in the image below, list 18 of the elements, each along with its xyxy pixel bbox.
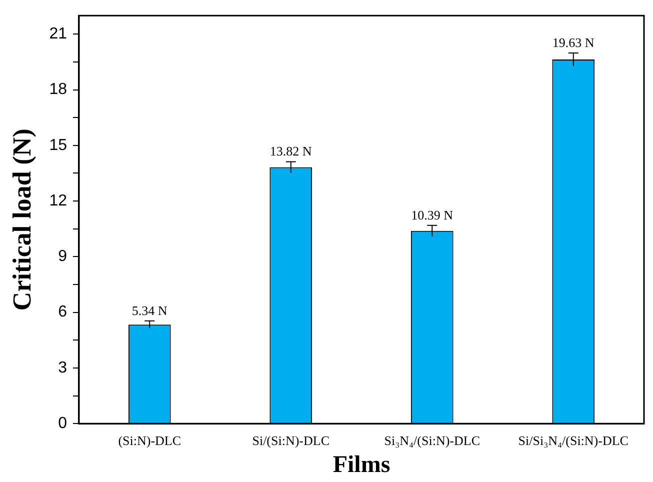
x-tick-label: (Si:N)-DLC xyxy=(118,432,182,448)
x-axis-title: Films xyxy=(332,452,390,478)
data-label: 5.34 N xyxy=(132,302,168,318)
y-tick-label: 6 xyxy=(58,304,68,321)
y-tick-label: 18 xyxy=(49,81,68,98)
y-axis-title: Critical load (N) xyxy=(7,128,36,311)
y-tick-label: 0 xyxy=(58,415,68,432)
y-tick-label: 12 xyxy=(49,192,68,210)
y-tick-label: 15 xyxy=(49,136,68,154)
y-tick-label: 3 xyxy=(58,359,68,376)
y-tick-label: 21 xyxy=(49,26,68,43)
data-label: 19.63 N xyxy=(552,34,595,50)
data-label: 10.39 N xyxy=(411,207,454,222)
x-tick-label: Si₃N₄/(Si:N)-DLC xyxy=(384,432,480,448)
data-label: 13.82 N xyxy=(270,144,312,159)
x-tick-label: Si/Si₃N₄/(Si:N)-DLC xyxy=(518,432,628,448)
y-tick-label: 9 xyxy=(58,248,68,266)
x-tick-label: Si/(Si:N)-DLC xyxy=(252,432,330,448)
